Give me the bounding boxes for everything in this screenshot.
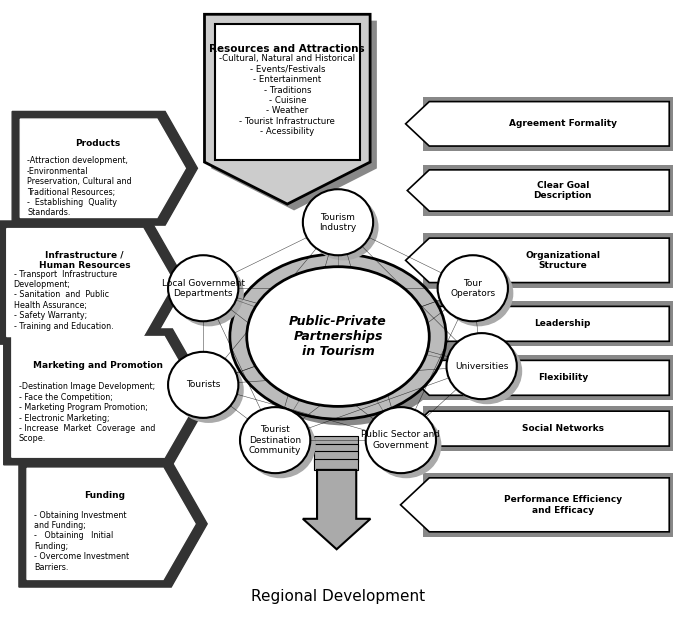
FancyBboxPatch shape bbox=[422, 165, 673, 216]
FancyBboxPatch shape bbox=[422, 233, 673, 288]
Polygon shape bbox=[411, 411, 669, 446]
FancyBboxPatch shape bbox=[422, 302, 673, 347]
Polygon shape bbox=[20, 344, 207, 465]
Text: Tourism
Industry: Tourism Industry bbox=[319, 213, 357, 232]
Text: Tour
Operators: Tour Operators bbox=[450, 279, 496, 298]
Polygon shape bbox=[4, 329, 211, 465]
Circle shape bbox=[443, 260, 513, 326]
Text: Tourists: Tourists bbox=[186, 380, 220, 389]
Circle shape bbox=[437, 255, 508, 321]
Text: Clear Goal
Description: Clear Goal Description bbox=[533, 181, 592, 200]
Polygon shape bbox=[27, 469, 195, 579]
Text: Leadership: Leadership bbox=[535, 319, 591, 328]
Circle shape bbox=[245, 412, 316, 478]
Text: Marketing and Promotion: Marketing and Promotion bbox=[33, 361, 163, 370]
Polygon shape bbox=[303, 470, 370, 549]
Text: -Attraction development,
-Environmental
Preservation, Cultural and
Traditional R: -Attraction development, -Environmental … bbox=[27, 156, 132, 217]
FancyBboxPatch shape bbox=[422, 406, 673, 451]
Polygon shape bbox=[211, 20, 377, 210]
Polygon shape bbox=[407, 170, 669, 211]
FancyBboxPatch shape bbox=[314, 436, 358, 447]
Text: Organizational
Structure: Organizational Structure bbox=[525, 251, 600, 270]
Circle shape bbox=[174, 357, 244, 423]
Polygon shape bbox=[12, 112, 197, 225]
Text: -Cultural, Natural and Historical
- Events/Festivals
- Entertainment
- Tradition: -Cultural, Natural and Historical - Even… bbox=[219, 55, 356, 136]
Polygon shape bbox=[406, 238, 669, 283]
FancyBboxPatch shape bbox=[422, 472, 673, 537]
Text: Local Government
Departments: Local Government Departments bbox=[162, 279, 245, 298]
Polygon shape bbox=[19, 461, 207, 587]
Text: Social Networks: Social Networks bbox=[522, 424, 604, 433]
Circle shape bbox=[240, 407, 310, 473]
Polygon shape bbox=[406, 102, 669, 146]
Text: Regional Development: Regional Development bbox=[251, 589, 425, 605]
Polygon shape bbox=[7, 229, 174, 337]
Circle shape bbox=[366, 407, 436, 473]
Text: - Obtaining Investment
and Funding;
-   Obtaining   Initial
Funding;
- Overcome : - Obtaining Investment and Funding; - Ob… bbox=[34, 511, 129, 572]
Polygon shape bbox=[411, 360, 669, 395]
Text: Performance Efficiency
and Efficacy: Performance Efficiency and Efficacy bbox=[504, 495, 622, 514]
Circle shape bbox=[452, 338, 523, 404]
Ellipse shape bbox=[230, 254, 446, 419]
Ellipse shape bbox=[237, 260, 453, 425]
Polygon shape bbox=[0, 221, 186, 344]
Text: -Destination Image Development;
- Face the Competition;
- Marketing Program Prom: -Destination Image Development; - Face t… bbox=[19, 382, 155, 443]
Text: Products: Products bbox=[76, 139, 120, 148]
Circle shape bbox=[371, 412, 441, 478]
Text: Resources and Attractions: Resources and Attractions bbox=[210, 44, 365, 53]
Text: - Transport  Infrastructure
Development;
- Sanitation  and  Public
Health Assura: - Transport Infrastructure Development; … bbox=[14, 270, 117, 331]
FancyBboxPatch shape bbox=[314, 459, 358, 470]
Circle shape bbox=[303, 189, 373, 255]
FancyBboxPatch shape bbox=[314, 451, 358, 462]
Polygon shape bbox=[35, 476, 203, 587]
Text: Funding: Funding bbox=[84, 491, 125, 500]
FancyBboxPatch shape bbox=[422, 97, 673, 151]
Circle shape bbox=[174, 260, 244, 326]
Text: Public-Private
Partnerships
in Tourism: Public-Private Partnerships in Tourism bbox=[289, 315, 387, 358]
Polygon shape bbox=[400, 478, 669, 532]
FancyBboxPatch shape bbox=[422, 355, 673, 401]
Text: Public Sector and
Government: Public Sector and Government bbox=[362, 431, 440, 450]
Polygon shape bbox=[15, 236, 182, 344]
Text: Infrastructure /
Human Resources: Infrastructure / Human Resources bbox=[39, 250, 130, 270]
Text: Universities: Universities bbox=[455, 362, 508, 371]
Polygon shape bbox=[204, 15, 370, 204]
Polygon shape bbox=[411, 307, 669, 342]
Polygon shape bbox=[28, 127, 193, 225]
FancyBboxPatch shape bbox=[215, 23, 360, 161]
FancyBboxPatch shape bbox=[314, 444, 358, 455]
Circle shape bbox=[168, 352, 239, 418]
Ellipse shape bbox=[247, 267, 429, 406]
Circle shape bbox=[447, 333, 517, 399]
Circle shape bbox=[168, 255, 239, 321]
Polygon shape bbox=[12, 337, 199, 457]
Text: Agreement Formality: Agreement Formality bbox=[509, 119, 617, 128]
Text: Tourist
Destination
Community: Tourist Destination Community bbox=[249, 425, 301, 455]
Circle shape bbox=[308, 194, 379, 260]
Polygon shape bbox=[20, 119, 185, 217]
Text: Flexibility: Flexibility bbox=[537, 373, 588, 382]
